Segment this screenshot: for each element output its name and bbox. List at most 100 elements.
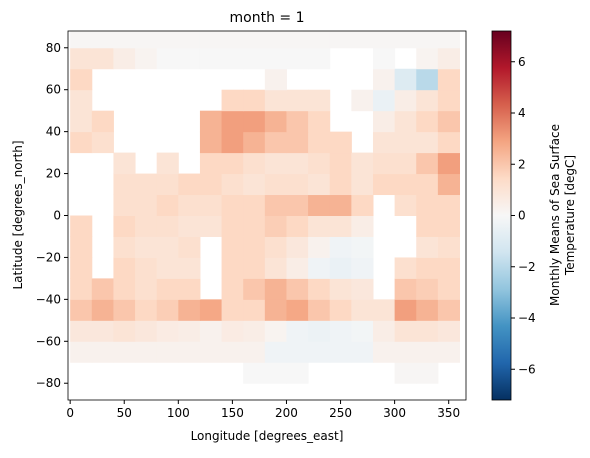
heatmap-cell — [308, 320, 331, 342]
heatmap-cell — [221, 236, 244, 258]
heatmap-cell — [243, 215, 266, 237]
colorbar-tick-label: −6 — [518, 362, 536, 376]
colorbar-label: Temperature [degC] — [563, 155, 577, 276]
heatmap-cell — [243, 89, 266, 112]
heatmap-cell — [243, 320, 266, 342]
heatmap-cell — [351, 152, 374, 175]
heatmap-cell — [372, 131, 396, 154]
y-tick-label: −60 — [36, 334, 61, 348]
heatmap-cell — [178, 173, 201, 196]
heatmap-cell — [308, 152, 331, 175]
heatmap-cell — [329, 257, 352, 279]
y-tick-label: 0 — [53, 209, 61, 223]
heatmap-cell — [437, 236, 461, 258]
chart-title: month = 1 — [230, 10, 305, 26]
heatmap-cell — [221, 131, 244, 154]
heatmap-cell — [221, 320, 244, 342]
heatmap-cell — [156, 173, 179, 196]
y-tick-label: 80 — [46, 41, 61, 55]
heatmap-cell — [91, 299, 114, 321]
heatmap-cell — [156, 257, 179, 279]
heatmap-cell — [351, 215, 374, 237]
heatmap-cell — [199, 194, 223, 216]
heatmap-cell — [372, 31, 396, 49]
heatmap-cell — [372, 68, 396, 91]
heatmap-cell — [199, 131, 223, 154]
heatmap-cell — [243, 194, 266, 216]
colorbar-label: Monthly Means of Sea Surface — [548, 124, 562, 306]
heatmap-cell — [178, 299, 201, 321]
heatmap-cell — [113, 236, 136, 258]
heatmap-cell — [91, 131, 114, 154]
heatmap-cell — [199, 31, 223, 49]
heatmap-cell — [199, 173, 223, 196]
heatmap-cell — [70, 215, 93, 237]
heatmap-cell — [437, 31, 461, 49]
heatmap-cell — [135, 320, 158, 342]
heatmap-cell — [243, 341, 266, 363]
heatmap-cell — [394, 257, 417, 279]
heatmap-cell — [329, 173, 352, 196]
heatmap-cell — [416, 173, 439, 196]
heatmap-cell — [70, 257, 93, 279]
heatmap-cell — [286, 362, 309, 384]
heatmap-cell — [91, 47, 114, 70]
heatmap-cell — [243, 31, 266, 49]
heatmap-cell — [372, 341, 396, 363]
heatmap-cell — [286, 278, 309, 300]
heatmap-cell — [221, 152, 244, 175]
heatmap-cell — [416, 47, 439, 70]
heatmap-cell — [243, 131, 266, 154]
heatmap-cell — [264, 320, 287, 342]
heatmap-cell — [437, 194, 461, 216]
heatmap-cell — [156, 194, 179, 216]
heatmap-cell — [156, 152, 179, 175]
heatmap-cell — [70, 278, 93, 300]
heatmap-cell — [351, 194, 374, 216]
heatmap-cell — [264, 110, 287, 133]
heatmap-cell — [70, 341, 93, 363]
heatmap-cell — [199, 152, 223, 175]
heatmap-cell — [264, 152, 287, 175]
heatmap-cell — [437, 341, 461, 363]
heatmap-cell — [113, 278, 136, 300]
heatmap-cell — [437, 152, 461, 175]
heatmap-cell — [286, 341, 309, 363]
heatmap-cell — [70, 68, 93, 91]
heatmap-cell — [372, 320, 396, 342]
x-tick-label: 100 — [167, 406, 190, 420]
heatmap-cell — [416, 89, 439, 112]
heatmap-cell — [437, 278, 461, 300]
x-tick-label: 50 — [117, 406, 132, 420]
heatmap-cell — [156, 47, 179, 70]
heatmap-cell — [199, 299, 223, 321]
heatmap-cell — [70, 131, 93, 154]
heatmap-cell — [221, 47, 244, 70]
heatmap-cell — [70, 89, 93, 112]
heatmap-cell — [135, 47, 158, 70]
x-tick-label: 200 — [275, 406, 298, 420]
heatmap-cell — [329, 299, 352, 321]
heatmap-cell — [329, 278, 352, 300]
y-tick-label: −80 — [36, 376, 61, 390]
heatmap-cell — [372, 47, 396, 70]
heatmap-cell — [243, 299, 266, 321]
heatmap-cell — [199, 215, 223, 237]
heatmap-cell — [416, 257, 439, 279]
heatmap-cell — [178, 278, 201, 300]
heatmap-cell — [286, 215, 309, 237]
heatmap-cell — [394, 110, 417, 133]
heatmap-cell — [286, 89, 309, 112]
heatmap-cell — [286, 257, 309, 279]
heatmap-cell — [70, 47, 93, 70]
heatmap-cell — [264, 278, 287, 300]
heatmap-cell — [394, 194, 417, 216]
heatmap-cell — [70, 110, 93, 133]
heatmap-cell — [243, 278, 266, 300]
heatmap-cell — [394, 68, 417, 91]
heatmap-cell — [199, 47, 223, 70]
colorbar-tick-label: 4 — [518, 106, 526, 120]
heatmap-cell — [308, 131, 331, 154]
heatmap-cell — [437, 47, 461, 70]
